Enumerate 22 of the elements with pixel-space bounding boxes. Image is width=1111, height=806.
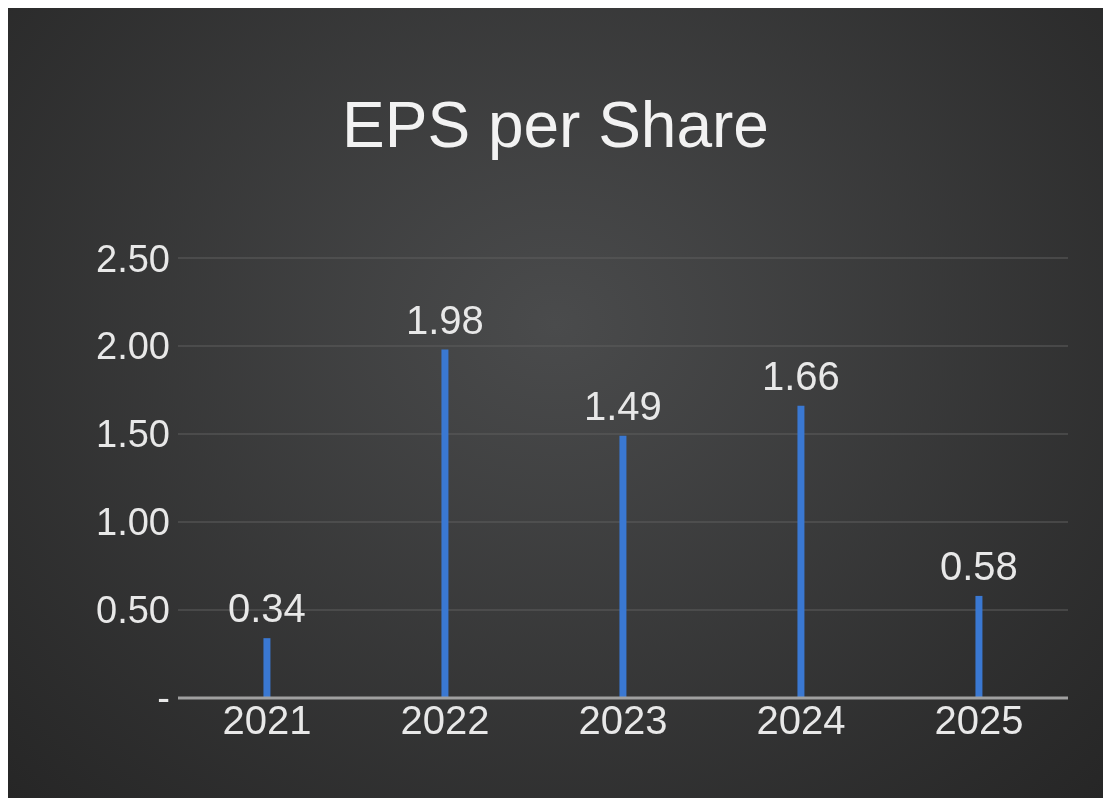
- chart-title: EPS per Share: [341, 88, 770, 162]
- y-tick-label: 1.00: [96, 501, 170, 544]
- x-tick-label: 2021: [222, 698, 312, 743]
- y-tick-label: 2.00: [96, 325, 170, 368]
- bar: [975, 595, 983, 698]
- data-label: 1.66: [762, 353, 840, 398]
- x-tick-label: 2023: [578, 698, 668, 743]
- x-tick-label: 2025: [934, 698, 1024, 743]
- bar: [619, 435, 627, 698]
- data-label: 0.34: [228, 586, 306, 631]
- x-tick-label: 2022: [400, 698, 490, 743]
- bar: [797, 405, 805, 698]
- data-label: 0.58: [940, 543, 1018, 588]
- y-tick-label: 1.50: [96, 413, 170, 456]
- data-label: 1.98: [406, 297, 484, 342]
- bar: [263, 638, 271, 698]
- x-tick-label: 2024: [756, 698, 846, 743]
- data-label: 1.49: [584, 383, 662, 428]
- y-tick-label: 0.50: [96, 589, 170, 632]
- y-tick-label: 2.50: [96, 237, 170, 280]
- y-tick-label: -: [157, 677, 170, 720]
- bar: [441, 349, 449, 698]
